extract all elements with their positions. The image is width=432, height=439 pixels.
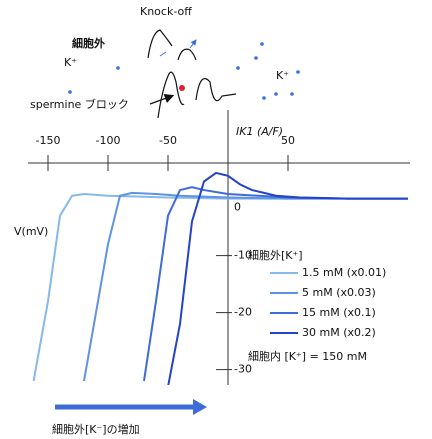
annotation: spermine ブロック: [30, 97, 129, 111]
legend-label: 15 mM (x0.1): [302, 306, 376, 319]
channel-sketch: [148, 30, 236, 118]
annotation: 細胞外: [72, 36, 105, 50]
y-tick-label: -10: [234, 249, 252, 262]
page: Knock-off 細胞外 K⁺ K⁺ spermine ブロック V(mV) …: [0, 0, 432, 439]
chart: Knock-off 細胞外 K⁺ K⁺ spermine ブロック V(mV) …: [0, 0, 432, 439]
y-tick-label: 0: [234, 201, 241, 214]
legend-label: 1.5 mM (x0.01): [302, 266, 386, 279]
x-tick-label: -50: [159, 134, 177, 147]
annotation: K⁺: [276, 69, 289, 82]
spermine: [179, 85, 185, 91]
legend-title: 細胞外[K⁺]: [248, 249, 303, 262]
legend-note: 細胞内 [K⁺] = 150 mM: [248, 349, 367, 363]
legend-label: 30 mM (x0.2): [302, 326, 376, 339]
annotation: Knock-off: [140, 5, 192, 18]
annotation: K⁺: [64, 56, 77, 69]
arrow-label: 細胞外[K⁻]の増加: [52, 423, 140, 436]
y-axis-label: IK1 (A/F): [236, 125, 283, 138]
x-tick-label: -150: [36, 134, 61, 147]
x-tick-label: -100: [96, 134, 121, 147]
y-tick-label: -20: [234, 306, 252, 319]
arrow-head: [193, 399, 207, 415]
legend-label: 5 mM (x0.03): [302, 286, 376, 299]
arrow: [160, 40, 196, 56]
ions: [68, 42, 300, 100]
y-tick-label: -30: [234, 363, 252, 376]
x-tick-label: 50: [281, 134, 295, 147]
x-axis-label: V(mV): [14, 225, 48, 238]
